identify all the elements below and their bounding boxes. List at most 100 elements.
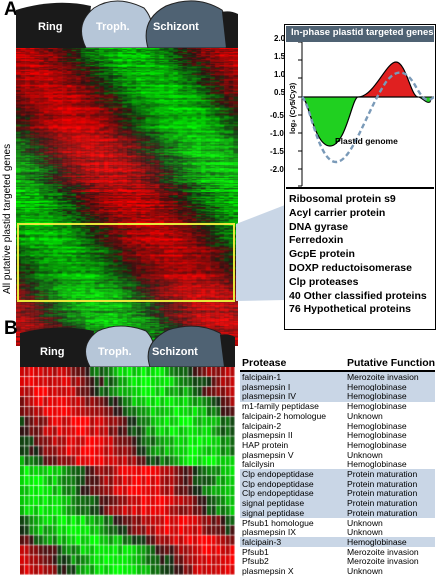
table-row: plasmepsin I Hemoglobinase [240, 381, 435, 393]
protease-name: plasmepsin X [242, 566, 294, 576]
protease-function: Merozoite invasion [347, 546, 419, 557]
col-header-function: Putative Function [347, 357, 436, 369]
table-row: falcilysin Hemoglobinase [240, 459, 435, 469]
table-row: falcipain-2 Hemoglobinase [240, 421, 435, 431]
y-tick-label: -0.5 [270, 111, 284, 120]
y-tick-label: -1.5 [270, 147, 284, 156]
table-row: plasmepsin X Unknown [240, 566, 435, 576]
protease-function: Hemoglobinase [347, 430, 407, 441]
table-row: plasmepsin IV Hemoglobinase [240, 391, 435, 402]
panel-a-callout-connector [236, 205, 285, 301]
panel-a-heatmap [16, 48, 238, 346]
protease-name: falcipain-1 [242, 372, 282, 382]
gene-item: Clp proteases [289, 275, 359, 288]
panel-a-inset-title: In-phase plastid targeted genes [291, 27, 434, 38]
gene-item: 40 Other classified proteins [289, 289, 427, 302]
protease-function: Hemoglobinase [347, 420, 407, 431]
gene-item: Ribosomal protein s9 [289, 193, 396, 205]
protease-function: Hemoglobinase [347, 401, 407, 412]
y-tick-label: 1.0 [274, 70, 286, 79]
protease-function: Unknown [347, 449, 383, 460]
panel-b-stage-troph: Troph. [98, 346, 132, 358]
panel-a-gene-list: Ribosomal protein s9 Acyl carrier protei… [289, 193, 427, 317]
protease-table: falcipain-1 Merozoite invasion plasmepsin … [240, 372, 435, 576]
gene-item: Acyl carrier protein [289, 206, 386, 219]
y-tick-label: -2.0 [270, 165, 284, 174]
protease-function: Unknown [347, 566, 383, 576]
protease-function: Merozoite invasion [347, 372, 419, 382]
panel-a-highlight-box [17, 223, 235, 302]
panel-a-inset-chart [298, 42, 434, 187]
protease-name: Pfsub1 [242, 546, 269, 557]
y-tick-label: 1.5 [274, 52, 286, 61]
table-row: signal peptidase Protein maturation [240, 507, 435, 519]
protease-name: falcilysin [242, 459, 275, 470]
table-row: Clp endopeptidase Protein maturation [240, 469, 435, 480]
protease-name: Clp endopeptidase [242, 488, 314, 499]
protease-function: Hemoglobinase [347, 439, 407, 450]
panel-a-inset-title-bar [286, 26, 434, 42]
protease-name: Pfsub1 homologue [242, 517, 314, 528]
protease-function: Protein maturation [347, 507, 418, 518]
panel-b-heatmap [20, 367, 235, 575]
protease-name: Clp endopeptidase [242, 469, 314, 479]
panel-a-inset-divider [286, 187, 434, 189]
panel-b-stage-schizont: Schizont [152, 346, 198, 358]
protease-name: plasmepsin IX [242, 527, 296, 538]
protease-name: plasmepsin I [242, 381, 291, 392]
panel-b-stage-header [20, 325, 235, 367]
protease-function: Hemoglobinase [347, 536, 407, 547]
panel-b-letter: B [4, 318, 18, 339]
protease-function: Unknown [347, 527, 383, 538]
protease-function: Protein maturation [347, 469, 418, 479]
panel-a-stage-header [16, 0, 238, 48]
gene-item: GcpE protein [289, 248, 355, 261]
protease-name: falcipain-3 [242, 536, 282, 547]
table-row: plasmepsin V Unknown [240, 450, 435, 460]
panel-a-inset-ylabel: log₂ (Cy5/Cy3) [288, 82, 297, 134]
table-row: HAP protein Hemoglobinase [240, 440, 435, 450]
protease-function: Hemoglobinase [347, 459, 407, 470]
table-row: falcipain-3 Hemoglobinase [240, 536, 435, 548]
table-row: Pfsub1 homologue Unknown [240, 518, 435, 528]
protease-name: plasmepsin II [242, 430, 293, 441]
table-row: Clp endopeptidase Protein maturation [240, 488, 435, 499]
protease-name: plasmepsin V [242, 449, 294, 460]
protease-name: Clp endopeptidase [242, 478, 314, 489]
protease-name: Pfsub2 [242, 556, 269, 567]
table-row: plasmepsin IX Unknown [240, 527, 435, 537]
protease-name: falcipain-2 [242, 420, 282, 431]
table-row: signal peptidase Protein maturation [240, 498, 435, 509]
table-row: Clp endopeptidase Protein maturation [240, 478, 435, 490]
table-row: m1-family peptidase Hemoglobinase [240, 401, 435, 411]
table-header-rule [240, 370, 435, 372]
panel-a-inset [284, 24, 436, 330]
protease-name: signal peptidase [242, 498, 305, 509]
y-tick-label: 2.0 [274, 34, 286, 43]
y-tick-label: 0.5 [274, 88, 286, 97]
table-row: falcipain-2 homologue Unknown [240, 411, 435, 421]
protease-function: Merozoite invasion [347, 556, 419, 567]
protease-function: Hemoglobinase [347, 381, 407, 392]
gene-item: 76 Hypothetical proteins [289, 303, 411, 316]
protease-function: Protein maturation [347, 478, 418, 489]
protease-function: Protein maturation [347, 488, 418, 499]
protease-name: plasmepsin IV [242, 391, 296, 402]
gene-item: DOXP reductoisomerase [289, 261, 412, 274]
protease-name: signal peptidase [242, 507, 305, 518]
protease-name: HAP protein [242, 439, 289, 450]
panel-a-letter: A [4, 0, 18, 20]
panel-a-stage-ring: Ring [38, 21, 63, 33]
table-row: Pfsub2 Merozoite invasion [240, 556, 435, 566]
protease-function: Protein maturation [347, 498, 418, 509]
protease-function: Unknown [347, 517, 383, 528]
protease-name: m1-family peptidase [242, 401, 319, 412]
y-tick-label: -1.0 [270, 129, 284, 138]
protease-function: Hemoglobinase [347, 391, 407, 402]
panel-b-stage-ring: Ring [40, 346, 65, 358]
table-row: plasmepsin II Hemoglobinase [240, 430, 435, 440]
gene-item: DNA gyrase [289, 220, 349, 233]
panel-a-stage-schizont: Schizont [153, 21, 199, 33]
panel-a-stage-troph: Troph. [96, 21, 130, 33]
panel-a-curve-label: Plastid genome [335, 136, 398, 146]
